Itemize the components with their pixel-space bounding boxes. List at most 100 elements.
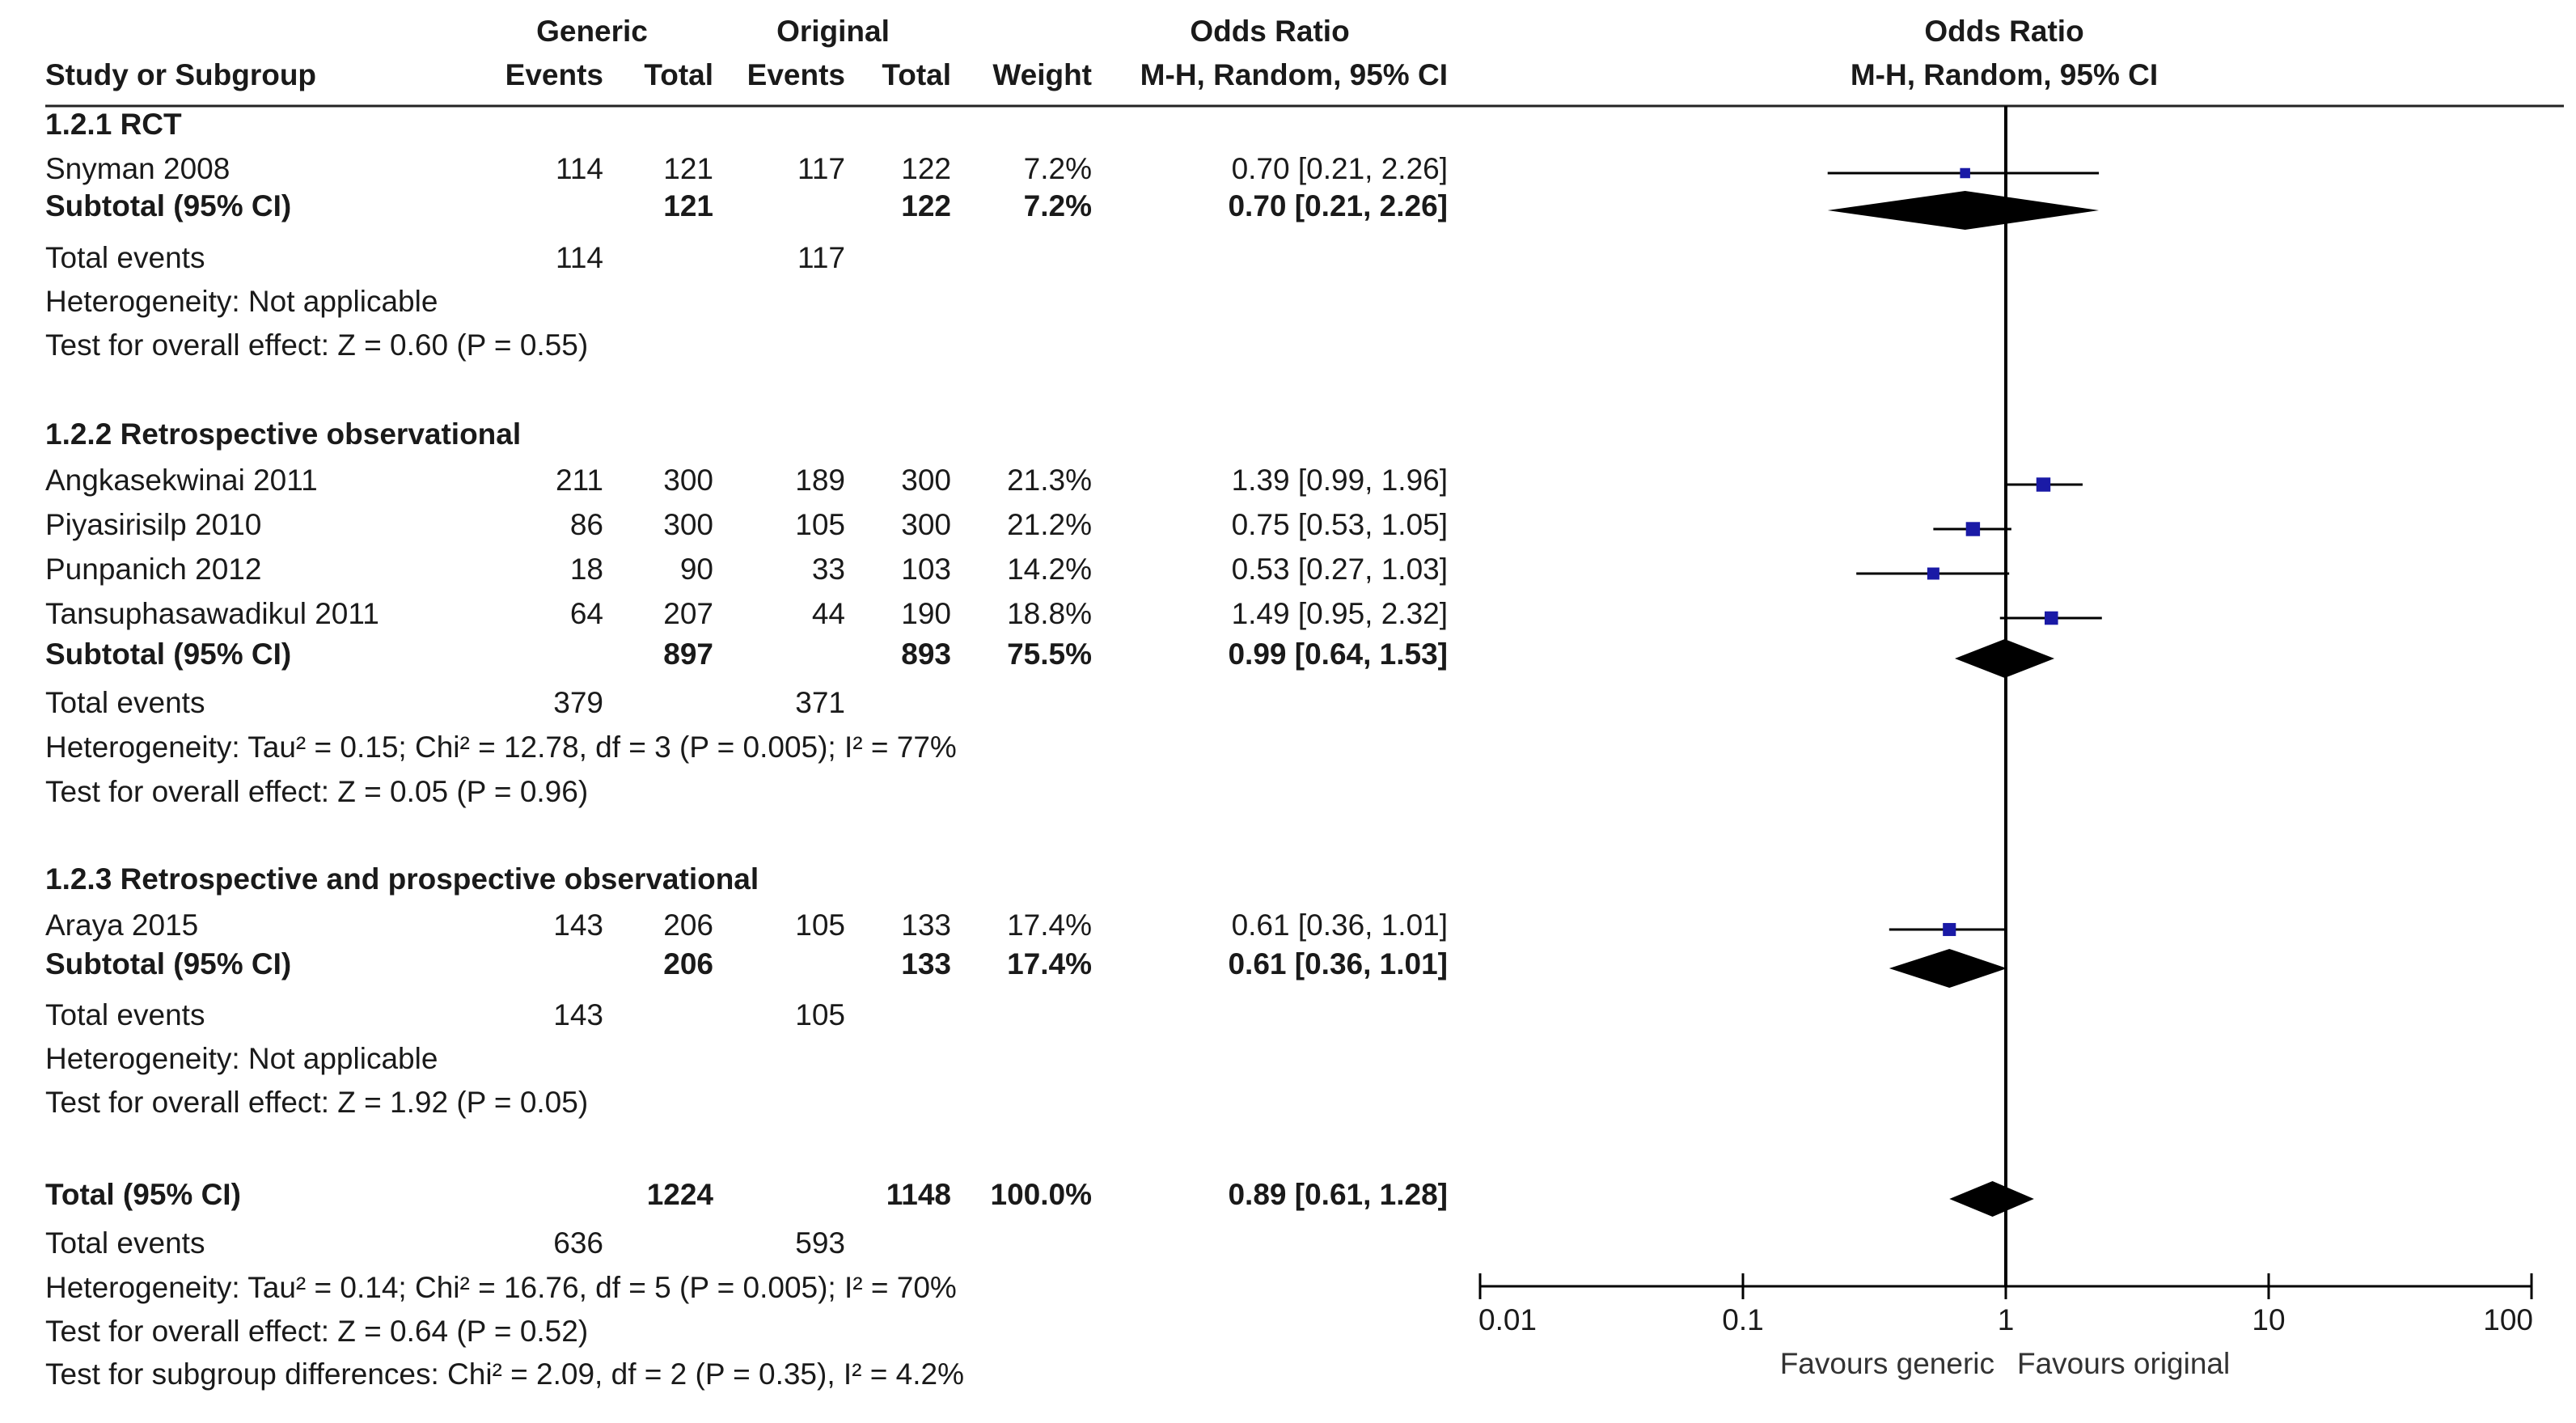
subtotal-original-total: 122	[901, 189, 951, 222]
overall-generic-total: 1224	[646, 1178, 713, 1211]
study-ci: 1.49 [0.95, 2.32]	[1231, 597, 1448, 630]
total-events-generic: 114	[556, 241, 603, 274]
generic-total: 90	[679, 553, 713, 586]
study-weight: 14.2%	[1007, 553, 1092, 586]
group-title: 1.2.2 Retrospective observational	[45, 417, 522, 451]
heterogeneity-text: Heterogeneity: Not applicable	[45, 1042, 438, 1075]
study-marker	[1943, 922, 1956, 937]
original-events: 189	[795, 464, 845, 497]
subtotal-label: Subtotal (95% CI)	[45, 189, 292, 222]
favours-original-label: Favours original	[2017, 1347, 2230, 1380]
overall-effect-text: Test for overall effect: Z = 0.60 (P = 0…	[45, 328, 589, 362]
original-header: Original	[776, 15, 890, 48]
original-total: 190	[901, 597, 951, 630]
study-ci: 0.75 [0.53, 1.05]	[1231, 508, 1448, 541]
original-events: 105	[795, 908, 845, 942]
original-events: 33	[811, 553, 845, 586]
study-column-header: Study or Subgroup	[45, 58, 317, 91]
total-events-label: Total events	[45, 241, 205, 274]
x-tick-label: 1	[1998, 1303, 2015, 1336]
generic-events: 211	[556, 464, 603, 497]
generic-total: 207	[663, 597, 713, 630]
generic-header: Generic	[536, 15, 648, 48]
subtotal-diamond	[1827, 191, 2100, 230]
overall-effect-text: Test for overall effect: Z = 0.64 (P = 0…	[45, 1315, 589, 1348]
subtotal-original-total: 133	[901, 947, 951, 980]
overall-original-total: 1148	[886, 1178, 951, 1211]
overall-weight: 100.0%	[990, 1178, 1093, 1211]
study-name: Angkasekwinai 2011	[45, 464, 318, 497]
original-events-header: Events	[747, 58, 845, 91]
subtotal-label: Subtotal (95% CI)	[45, 947, 292, 980]
heterogeneity-text: Heterogeneity: Tau² = 0.15; Chi² = 12.78…	[45, 731, 957, 764]
subtotal-weight: 75.5%	[1007, 637, 1092, 671]
generic-total: 206	[663, 908, 713, 942]
original-total: 300	[901, 508, 951, 541]
study-ci: 0.53 [0.27, 1.03]	[1231, 553, 1448, 586]
subtotal-weight: 17.4%	[1007, 947, 1092, 980]
subtotal-generic-total: 121	[663, 189, 713, 222]
study-marker	[2044, 611, 2058, 625]
original-total-header: Total	[882, 58, 951, 91]
study-marker	[1927, 567, 1939, 580]
subtotal-ci: 0.70 [0.21, 2.26]	[1228, 189, 1448, 222]
generic-total: 121	[663, 152, 713, 185]
study-marker	[1965, 522, 1981, 536]
study-name: Tansuphasawadikul 2011	[45, 597, 379, 630]
generic-total: 300	[663, 508, 713, 541]
x-tick-label: 10	[2252, 1303, 2285, 1336]
group-title: 1.2.3 Retrospective and prospective obse…	[45, 862, 759, 896]
subtotal-generic-total: 206	[663, 947, 713, 980]
subtotal-original-total: 893	[901, 637, 951, 671]
generic-total: 300	[663, 464, 713, 497]
overall-ci: 0.89 [0.61, 1.28]	[1228, 1178, 1448, 1211]
total-events-original: 105	[795, 998, 845, 1031]
total-events-generic: 143	[553, 998, 603, 1031]
subtotal-label: Subtotal (95% CI)	[45, 637, 292, 671]
study-name: Snyman 2008	[45, 152, 231, 185]
group-title: 1.2.1 RCT	[45, 108, 182, 141]
total-events-original: 593	[795, 1226, 845, 1260]
study-weight: 21.2%	[1007, 508, 1092, 541]
generic-events: 18	[569, 553, 603, 586]
study-marker	[2036, 477, 2051, 492]
generic-events-header: Events	[505, 58, 603, 91]
study-weight: 17.4%	[1007, 908, 1092, 942]
study-marker	[1960, 167, 1970, 179]
odds-ratio-header: Odds Ratio	[1190, 15, 1350, 48]
method-header: M-H, Random, 95% CI	[1140, 58, 1448, 91]
x-tick-label: 0.1	[1722, 1303, 1763, 1336]
plot-title: Odds Ratio	[1924, 15, 2084, 48]
study-ci: 0.61 [0.36, 1.01]	[1231, 908, 1448, 942]
overall-effect-text: Test for overall effect: Z = 0.05 (P = 0…	[45, 775, 589, 808]
study-name: Piyasirisilp 2010	[45, 508, 262, 541]
study-ci: 0.70 [0.21, 2.26]	[1231, 152, 1448, 185]
heterogeneity-text: Heterogeneity: Not applicable	[45, 285, 438, 318]
x-tick-label: 100	[2483, 1303, 2533, 1336]
subtotal-ci: 0.99 [0.64, 1.53]	[1228, 637, 1448, 671]
total-events-original: 117	[797, 241, 845, 274]
heterogeneity-text: Heterogeneity: Tau² = 0.14; Chi² = 16.76…	[45, 1271, 957, 1304]
plot-method-header: M-H, Random, 95% CI	[1850, 58, 2159, 91]
generic-events: 86	[569, 508, 603, 541]
original-total: 103	[901, 553, 951, 586]
original-events: 105	[795, 508, 845, 541]
total-events-generic: 636	[553, 1226, 603, 1260]
subgroup-difference-text: Test for subgroup differences: Chi² = 2.…	[45, 1357, 964, 1391]
total-events-generic: 379	[553, 686, 603, 719]
study-weight: 7.2%	[1023, 152, 1092, 185]
generic-events: 64	[569, 597, 603, 630]
overall-effect-text: Test for overall effect: Z = 1.92 (P = 0…	[45, 1086, 589, 1119]
original-events: 117	[797, 152, 845, 185]
subtotal-ci: 0.61 [0.36, 1.01]	[1228, 947, 1448, 980]
generic-events: 143	[553, 908, 603, 942]
total-events-label: Total events	[45, 686, 205, 719]
study-name: Punpanich 2012	[45, 553, 262, 586]
original-events: 44	[811, 597, 845, 630]
study-weight: 21.3%	[1007, 464, 1092, 497]
study-ci: 1.39 [0.99, 1.96]	[1231, 464, 1448, 497]
favours-generic-label: Favours generic	[1780, 1347, 1994, 1380]
subtotal-diamond	[1889, 949, 2007, 988]
